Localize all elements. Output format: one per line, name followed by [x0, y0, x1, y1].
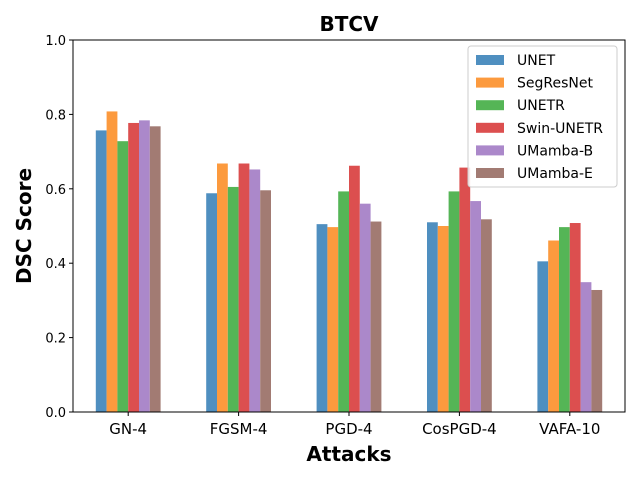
bar-swin-unetr-fgsm-4 — [238, 163, 250, 412]
bar-umamba-b-gn-4 — [139, 120, 150, 413]
bar-swin-unetr-cospgd-4 — [459, 167, 471, 412]
chart-title: BTCV — [319, 12, 379, 36]
y-tick-label: 0.2 — [45, 332, 66, 347]
bar-umamba-b-cospgd-4 — [470, 201, 481, 412]
bar-segresnet-gn-4 — [106, 111, 118, 412]
bar-segresnet-vafa-10 — [548, 240, 559, 412]
bar-umamba-b-pgd-4 — [359, 203, 371, 412]
bar-unet-fgsm-4 — [206, 193, 217, 412]
bar-unetr-vafa-10 — [559, 227, 570, 412]
y-axis-label: DSC Score — [12, 168, 36, 284]
bar-umamba-e-pgd-4 — [370, 221, 382, 412]
x-tick-label: CosPGD-4 — [422, 420, 497, 438]
bar-segresnet-fgsm-4 — [217, 163, 228, 412]
legend-frame — [467, 45, 618, 188]
legend-swatch — [476, 122, 504, 133]
legend-swatch — [476, 168, 504, 178]
bar-unet-gn-4 — [95, 130, 107, 412]
bars-group — [95, 111, 603, 413]
legend-label: UMamba-B — [517, 143, 593, 159]
y-tick-label: 0.4 — [45, 257, 66, 272]
bar-swin-unetr-pgd-4 — [349, 165, 360, 412]
legend-swatch — [476, 55, 504, 65]
y-tick-label: 0.6 — [45, 183, 66, 198]
x-tick-label: VAFA-10 — [539, 420, 600, 438]
legend-label: Swin-UNETR — [517, 121, 603, 137]
bar-segresnet-cospgd-4 — [437, 226, 449, 412]
bar-umamba-e-gn-4 — [149, 126, 161, 412]
legend-label: SegResNet — [517, 76, 593, 92]
bar-unetr-gn-4 — [117, 141, 129, 412]
legend-swatch — [476, 77, 504, 88]
y-tick-label: 0.8 — [45, 108, 66, 123]
bar-unetr-pgd-4 — [338, 191, 349, 412]
legend-swatch — [476, 145, 504, 156]
x-tick-label: FGSM-4 — [210, 420, 268, 438]
bar-unetr-cospgd-4 — [448, 191, 460, 412]
bar-swin-unetr-vafa-10 — [569, 223, 581, 412]
bar-unetr-fgsm-4 — [227, 186, 239, 412]
bar-umamba-b-fgsm-4 — [249, 169, 261, 412]
bar-segresnet-pgd-4 — [327, 227, 339, 412]
y-tick-label: 0.0 — [45, 406, 66, 421]
x-tick-label: GN-4 — [109, 420, 147, 438]
bar-swin-unetr-gn-4 — [128, 122, 139, 413]
legend-swatch — [476, 100, 504, 111]
legend-label: UNETR — [517, 98, 565, 114]
bar-umamba-e-fgsm-4 — [260, 190, 271, 412]
bar-unet-pgd-4 — [316, 224, 328, 412]
bar-umamba-b-vafa-10 — [580, 282, 592, 412]
legend: UNET SegResNet UNETR Swin-UNETR UMamba-B UMam… — [467, 45, 618, 188]
y-tick-label: 1.0 — [45, 34, 66, 49]
bar-unet-cospgd-4 — [427, 222, 438, 412]
legend-label: UMamba-E — [517, 166, 593, 182]
x-tick-label: PGD-4 — [325, 420, 372, 438]
plot-frame — [72, 39, 626, 413]
bar-umamba-e-cospgd-4 — [481, 219, 492, 412]
x-axis-ticks: GN-4 FGSM-4 PGD-4 CosPGD-4 VAFA-10 — [109, 412, 600, 438]
bar-unet-vafa-10 — [537, 261, 549, 412]
x-axis-label: Attacks — [306, 442, 391, 466]
legend-label: UNET — [517, 53, 556, 69]
y-axis-ticks: 0.0 0.2 0.4 0.6 0.8 1.0 — [45, 34, 73, 421]
bar-umamba-e-vafa-10 — [591, 289, 603, 412]
